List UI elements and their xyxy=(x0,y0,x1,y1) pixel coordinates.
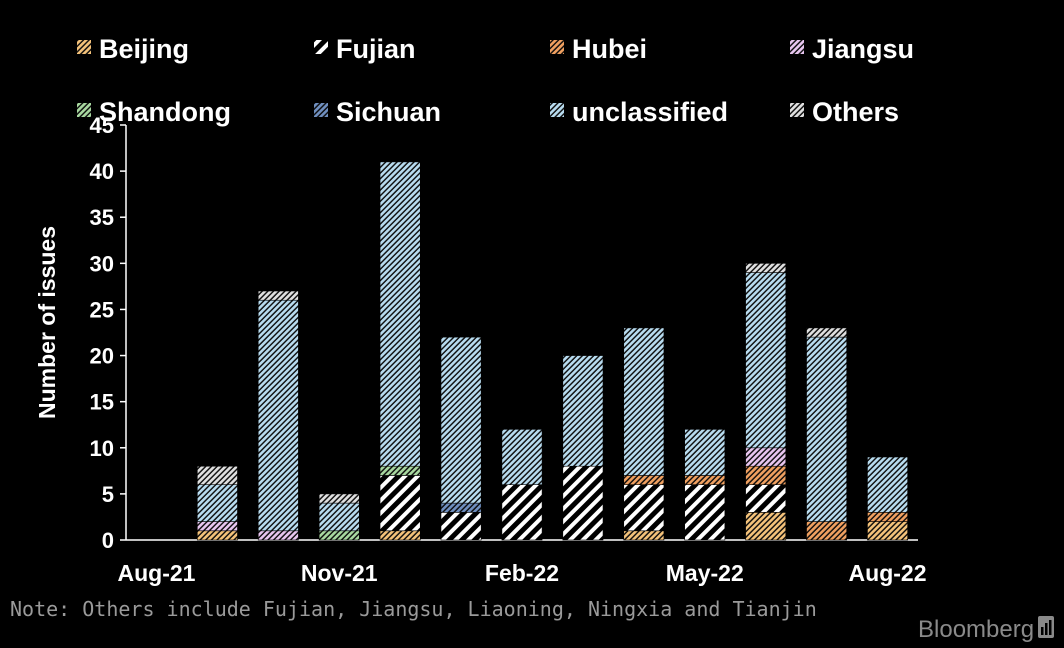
y-axis-title: Number of issues xyxy=(34,226,60,419)
bar-segment-shandong-nov-21 xyxy=(318,530,360,541)
bar-segment-jiangsu-oct-21 xyxy=(257,530,299,541)
bar-segment-others-nov-21 xyxy=(318,493,360,504)
bloomberg-logo: Bloomberg xyxy=(918,616,1054,643)
bar-segment-jiangsu-sep-21 xyxy=(196,521,238,532)
legend-label: Others xyxy=(812,97,899,127)
bar-segment-sichuan-jan-22 xyxy=(440,502,482,513)
bar-segment-fujian-may-22 xyxy=(684,484,726,541)
y-tick-label: 5 xyxy=(102,482,114,507)
bar-segment-fujian-apr-22 xyxy=(623,484,665,532)
legend-item-sichuan: Sichuan xyxy=(314,97,441,127)
legend-label: Hubei xyxy=(572,34,647,64)
bar-segment-hubei-may-22 xyxy=(684,475,726,485)
bar-segment-beijing-aug-22 xyxy=(867,521,908,541)
legend-label: Fujian xyxy=(336,34,416,64)
bar-segment-unclassified-nov-21 xyxy=(318,502,360,532)
bar-segment-unclassified-jul-22 xyxy=(806,336,848,522)
legend-label: Shandong xyxy=(99,97,231,127)
bloomberg-icon xyxy=(1038,616,1054,638)
bar-segment-beijing-dec-21 xyxy=(379,530,421,541)
x-tick-label: Aug-21 xyxy=(117,560,195,586)
bar-segment-beijing-apr-22 xyxy=(623,530,665,541)
legend-swatch xyxy=(77,40,91,54)
legend-item-shandong: Shandong xyxy=(77,97,231,127)
legend-label: Sichuan xyxy=(336,97,441,127)
bar-segment-unclassified-dec-21 xyxy=(379,161,421,467)
legend: Beijing Fujian Hubei Jiangsu Shandong Sichuan… xyxy=(77,34,914,127)
legend-swatch xyxy=(790,40,804,54)
bar-segment-hubei-aug-22 xyxy=(867,512,908,522)
y-tick-label: 30 xyxy=(90,251,114,276)
legend-label: Beijing xyxy=(99,34,189,64)
x-tick-label: Aug-22 xyxy=(849,560,927,586)
bar-segment-fujian-mar-22 xyxy=(562,465,604,541)
y-tick-label: 25 xyxy=(90,297,114,322)
bar-segment-unclassified-mar-22 xyxy=(562,355,604,467)
x-tick-label: Feb-22 xyxy=(485,560,559,586)
bar-segment-hubei-apr-22 xyxy=(623,475,665,485)
bar-segment-hubei-jun-22 xyxy=(745,465,787,485)
legend-swatch xyxy=(314,103,328,117)
bar-segment-others-jun-22 xyxy=(745,263,787,273)
bar-segment-unclassified-oct-21 xyxy=(257,299,299,532)
bar-segment-jiangsu-jun-22 xyxy=(745,447,787,467)
legend-swatch xyxy=(550,103,564,117)
bar-segment-fujian-jan-22 xyxy=(440,512,482,541)
legend-item-unclassified: unclassified xyxy=(550,97,728,127)
bar-segment-shandong-dec-21 xyxy=(379,465,421,476)
legend-swatch xyxy=(550,40,564,54)
bar-segment-unclassified-jun-22 xyxy=(745,272,787,449)
legend-swatch xyxy=(314,40,328,54)
x-tick-label: May-22 xyxy=(666,560,744,586)
bar-segment-fujian-feb-22 xyxy=(501,484,543,541)
bars xyxy=(196,161,908,541)
bar-segment-others-jul-22 xyxy=(806,327,848,338)
legend-swatch xyxy=(77,103,91,117)
legend-item-jiangsu: Jiangsu xyxy=(790,34,914,64)
bar-segment-others-sep-21 xyxy=(196,465,238,485)
y-tick-label: 35 xyxy=(90,205,114,230)
legend-swatch xyxy=(790,103,804,117)
axes: 0 5 10 15 20 25 30 35 40 45 Number of issues Aug-21… xyxy=(34,113,927,586)
y-tick-label: 10 xyxy=(90,436,114,461)
bar-segment-unclassified-feb-22 xyxy=(501,429,543,485)
y-tick-label: 40 xyxy=(90,159,114,184)
legend-item-fujian: Fujian xyxy=(314,34,416,64)
bar-segment-hubei-jul-22 xyxy=(806,521,848,541)
bar-segment-fujian-dec-21 xyxy=(379,475,421,532)
bar-segment-unclassified-apr-22 xyxy=(623,327,665,476)
legend-item-hubei: Hubei xyxy=(550,34,647,64)
bar-segment-beijing-jun-22 xyxy=(745,512,787,541)
legend-label: Jiangsu xyxy=(812,34,914,64)
y-tick-label: 20 xyxy=(90,344,114,369)
bar-segment-unclassified-jan-22 xyxy=(440,336,482,504)
bar-segment-beijing-sep-21 xyxy=(196,530,238,541)
brand-text: Bloomberg xyxy=(918,616,1034,643)
bar-segment-unclassified-aug-22 xyxy=(867,456,908,513)
legend-item-beijing: Beijing xyxy=(77,34,189,64)
bar-segment-others-oct-21 xyxy=(257,290,299,301)
y-tick-label: 0 xyxy=(102,528,114,553)
bar-segment-fujian-jun-22 xyxy=(745,484,787,513)
bar-segment-unclassified-may-22 xyxy=(684,429,726,476)
x-tick-label: Nov-21 xyxy=(301,560,378,586)
legend-item-others: Others xyxy=(790,97,899,127)
note-text: Note: Others include Fujian, Jiangsu, Li… xyxy=(10,597,817,621)
bar-segment-unclassified-sep-21 xyxy=(196,484,238,522)
legend-label: unclassified xyxy=(572,97,728,127)
y-tick-label: 15 xyxy=(90,390,114,415)
y-tick-label: 45 xyxy=(90,113,114,138)
